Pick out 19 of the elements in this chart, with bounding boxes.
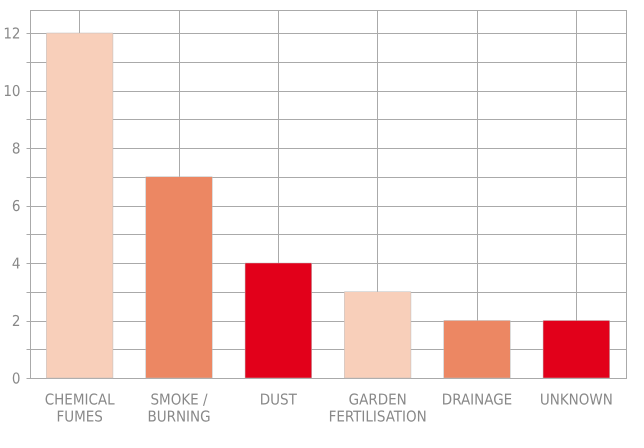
x-tick-label: DRAINAGE [442,390,512,408]
bar [244,262,312,378]
y-tick-label: 4 [12,254,20,272]
bar [344,292,412,378]
y-tick-label: 8 [12,140,20,158]
bar [145,176,213,378]
y-tick-label: 10 [3,82,20,100]
y-tick-label: 2 [12,312,20,330]
y-tick-label: 6 [12,197,20,215]
x-tick-label: UNKNOWN [540,390,613,408]
x-tick-label: DUST [260,390,298,408]
x-tick-label: CHEMICAL FUMES [44,390,116,426]
bar [46,32,114,378]
x-tick-label: SMOKE / BURNING [147,390,211,426]
y-tick-label: 12 [3,24,20,42]
bar [542,320,610,378]
x-tick-label: GARDEN FERTILISATION [328,390,427,426]
bar [443,320,511,378]
y-tick-label: 0 [12,370,20,388]
